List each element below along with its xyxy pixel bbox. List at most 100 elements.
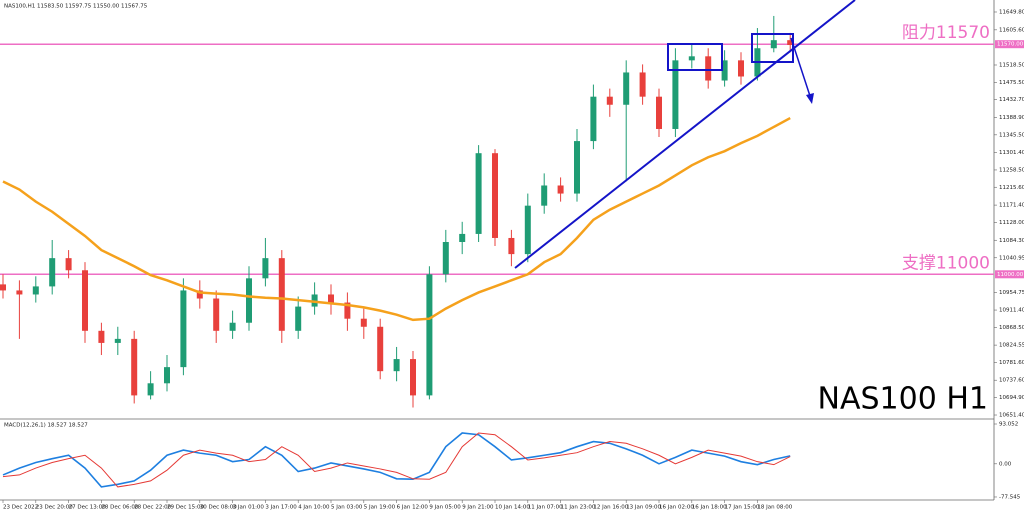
x-tick-label: 23 Dec 20:00 bbox=[36, 505, 73, 511]
y-tick-label: 11084.30 bbox=[999, 238, 1024, 244]
candle-body bbox=[82, 270, 88, 331]
y-tick-label: 93.052 bbox=[999, 421, 1018, 427]
candle-body bbox=[229, 322, 236, 331]
trend-line bbox=[514, 0, 856, 269]
y-tick-label: 10737.60 bbox=[999, 378, 1024, 384]
candle-body bbox=[787, 40, 794, 46]
x-tick-label: 23 Dec 2022 bbox=[3, 505, 38, 511]
y-tick-label: -77.545 bbox=[999, 494, 1021, 500]
candle-body bbox=[164, 367, 170, 384]
y-tick-label: 11040.95 bbox=[999, 255, 1024, 261]
candle-body bbox=[492, 153, 498, 238]
candle-body bbox=[32, 286, 39, 295]
y-tick-label: 11258.50 bbox=[999, 167, 1024, 173]
candle-body bbox=[721, 60, 728, 81]
x-tick-label: 3 Jan 17:00 bbox=[265, 505, 297, 511]
candle-body bbox=[65, 258, 72, 271]
y-tick-label: 11171.40 bbox=[999, 203, 1024, 209]
x-tick-label: 29 Dec 15:00 bbox=[167, 505, 204, 511]
candle-body bbox=[49, 258, 56, 287]
candle-body bbox=[262, 258, 269, 279]
candle-body bbox=[705, 56, 712, 81]
candle-body bbox=[574, 141, 580, 194]
y-tick-label: 10694.90 bbox=[999, 395, 1024, 401]
y-tick-label: 10824.55 bbox=[999, 343, 1024, 349]
candle-body bbox=[344, 302, 351, 319]
macd-line bbox=[2, 432, 791, 488]
x-tick-label: 12 Jan 16:00 bbox=[593, 505, 628, 511]
x-tick-label: 11 Jan 23:00 bbox=[561, 505, 596, 511]
candle-body bbox=[410, 359, 416, 396]
y-tick-label: 11388.90 bbox=[999, 115, 1024, 121]
y-tick-label: 10651.40 bbox=[999, 413, 1024, 419]
candle-body bbox=[606, 96, 613, 105]
candle-body bbox=[295, 306, 302, 331]
candle-body bbox=[426, 274, 433, 396]
x-tick-label: 13 Jan 09:00 bbox=[626, 505, 661, 511]
x-tick-label: 16 Jan 02:00 bbox=[659, 505, 694, 511]
x-tick-label: 11 Jan 07:00 bbox=[528, 505, 563, 511]
y-tick-label: 11518.50 bbox=[999, 62, 1024, 68]
candle-body bbox=[328, 294, 334, 303]
candle-body bbox=[147, 383, 154, 396]
y-tick-label: 10781.60 bbox=[999, 360, 1024, 366]
candle-body bbox=[557, 185, 564, 194]
x-tick-label: 18 Jan 08:00 bbox=[757, 505, 792, 511]
macd-label: MACD(12,26,1) 18.527 18.527 bbox=[4, 423, 88, 429]
y-tick-label: 11605.60 bbox=[999, 27, 1024, 33]
chart-title: NAS100 H1 bbox=[818, 382, 988, 417]
candle-body bbox=[688, 56, 695, 61]
x-tick-label: 5 Jan 19:00 bbox=[364, 505, 396, 511]
x-tick-label: 28 Dec 22:00 bbox=[134, 505, 171, 511]
x-tick-label: 10 Jan 14:00 bbox=[495, 505, 530, 511]
candle-body bbox=[442, 242, 449, 275]
marks: 11649.80 11605.60 11518.50 11475.50 11432.70… bbox=[0, 9, 1024, 511]
y-tick-label: 10868.50 bbox=[999, 325, 1024, 331]
y-tick-label: 0.00 bbox=[999, 461, 1012, 467]
candle-body bbox=[623, 72, 630, 105]
candle-body bbox=[475, 153, 482, 234]
candle-body bbox=[738, 60, 744, 77]
x-tick-label: 4 Jan 10:00 bbox=[298, 505, 330, 511]
candle-body bbox=[16, 290, 23, 295]
arrow-head bbox=[806, 93, 814, 104]
x-tick-label: 16 Jan 18:00 bbox=[692, 505, 727, 511]
range-box bbox=[751, 33, 794, 63]
y-tick-label: 11301.40 bbox=[999, 150, 1024, 156]
x-tick-label: 30 Dec 08:00 bbox=[200, 505, 237, 511]
candle-body bbox=[377, 326, 384, 372]
candle-body bbox=[508, 237, 515, 255]
x-tick-label: 5 Jan 03:00 bbox=[331, 505, 363, 511]
candle-body bbox=[278, 258, 285, 331]
macd-line bbox=[2, 432, 791, 488]
candle-body bbox=[131, 338, 138, 396]
candle-body bbox=[360, 318, 367, 327]
level-label: 阻力11570 bbox=[902, 23, 990, 43]
x-tick-label: 27 Dec 13:00 bbox=[69, 505, 106, 511]
x-tick-label: 9 Jan 05:00 bbox=[429, 505, 461, 511]
level-label: 支撑11000 bbox=[902, 253, 990, 273]
y-tick-label: 11345.50 bbox=[999, 132, 1024, 138]
candle-body bbox=[656, 96, 662, 129]
x-tick-label: 3 Jan 01:00 bbox=[233, 505, 265, 511]
candle-body bbox=[196, 290, 203, 299]
chart-header: NAS100,H1 11583.50 11597.75 11550.00 115… bbox=[4, 4, 148, 10]
candle-body bbox=[213, 298, 220, 331]
level-tag: 11570.00 bbox=[997, 42, 1024, 48]
candle-body bbox=[524, 205, 531, 255]
candle-body bbox=[672, 60, 679, 129]
y-tick-label: 11475.50 bbox=[999, 80, 1024, 86]
y-tick-label: 11215.60 bbox=[999, 185, 1024, 191]
level-tag-bg bbox=[995, 40, 1024, 49]
x-tick-label: 6 Jan 12:00 bbox=[397, 505, 429, 511]
y-tick-label: 11649.80 bbox=[999, 9, 1024, 15]
x-tick-label: 9 Jan 21:00 bbox=[462, 505, 494, 511]
x-tick-label: 28 Dec 06:00 bbox=[101, 505, 138, 511]
candle-body bbox=[0, 284, 6, 291]
candle-body bbox=[541, 185, 548, 206]
candle-body bbox=[180, 290, 187, 368]
level-tag: 11000.00 bbox=[997, 272, 1024, 278]
arrow bbox=[790, 37, 811, 97]
candle-body bbox=[639, 72, 646, 97]
